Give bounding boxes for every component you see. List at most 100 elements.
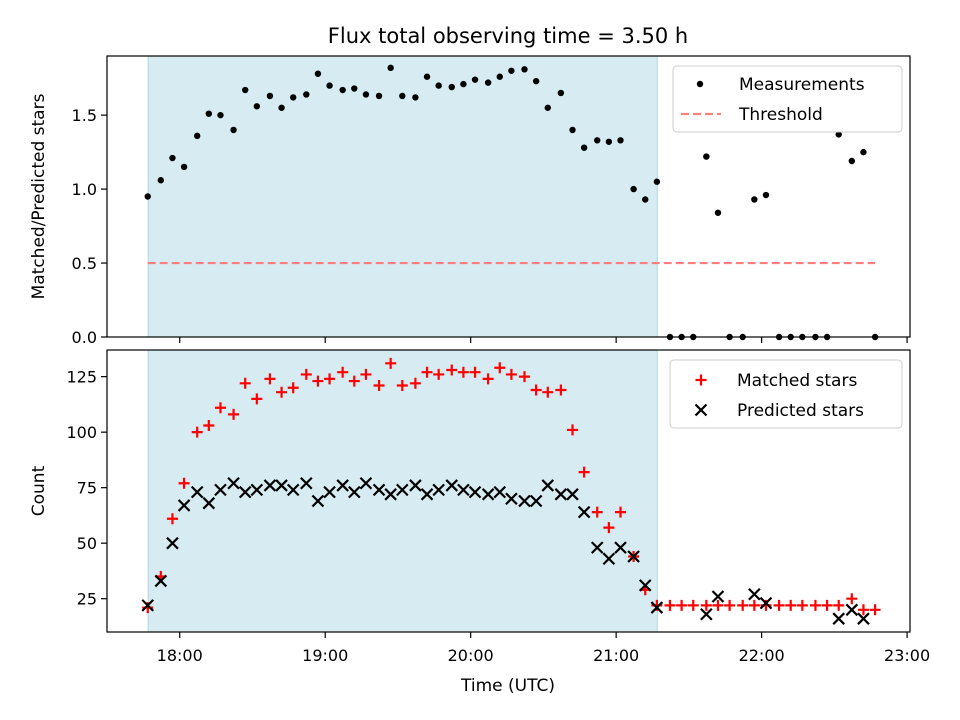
chart-title: Flux total observing time = 3.50 h <box>328 24 688 48</box>
predicted-star-point <box>518 494 531 508</box>
count-x-tick-label: 23:00 <box>884 646 930 665</box>
count-y-tick-label: 125 <box>66 368 97 387</box>
predicted-star-point <box>832 612 845 625</box>
measurement-point <box>471 76 479 83</box>
matched-star-point <box>494 362 506 374</box>
count-y-tick-label: 75 <box>77 479 97 498</box>
matched-star-point <box>748 599 760 611</box>
ratio-y-tick-label: 0.0 <box>72 328 97 347</box>
predicted-star-point <box>384 488 397 501</box>
matched-star-point <box>846 593 858 605</box>
legend-label-threshold: Threshold <box>738 105 823 125</box>
ratio-y-tick-label: 1.5 <box>72 106 97 125</box>
ratio-y-tick-label: 1.0 <box>72 180 97 199</box>
legend-label-predicted: Predicted stars <box>737 401 864 421</box>
measurement-point <box>157 177 165 184</box>
legend-marker-measurements <box>696 80 704 88</box>
matched-star-point <box>203 419 215 431</box>
predicted-star-point <box>359 476 373 490</box>
predicted-star-point <box>748 587 761 601</box>
matched-star-point <box>264 373 276 385</box>
measurement-point <box>412 94 419 101</box>
measurement-point <box>521 66 528 73</box>
matched-star-point <box>276 386 288 398</box>
measurement-point <box>653 178 661 185</box>
matched-star-point <box>700 599 712 611</box>
predicted-star-point <box>457 483 470 497</box>
measurement-point <box>594 137 601 144</box>
matched-star-point <box>251 393 263 405</box>
matched-star-point <box>737 599 749 611</box>
measurement-point <box>484 79 492 86</box>
measurement-point <box>314 70 322 77</box>
predicted-star-point <box>250 483 264 497</box>
predicted-star-point <box>845 603 859 617</box>
measurement-point <box>605 138 613 145</box>
matched-star-point <box>396 380 408 392</box>
ratio-y-axis-label: Matched/Predicted stars <box>29 93 49 299</box>
predicted-star-point <box>141 599 155 612</box>
count-legend: Matched stars Predicted stars <box>669 359 903 429</box>
predicted-star-point <box>529 494 543 508</box>
measurement-point <box>630 185 637 193</box>
matched-star-point <box>348 375 360 387</box>
count-x-tick-label: 19:00 <box>302 646 348 665</box>
measurement-point <box>253 103 261 110</box>
measurement-point <box>266 92 274 100</box>
measurement-point <box>241 86 249 94</box>
legend-label-measurements: Measurements <box>739 75 865 95</box>
matched-star-point <box>373 380 385 392</box>
predicted-star-point <box>700 607 713 621</box>
predicted-star-point <box>445 479 459 492</box>
predicted-star-point <box>202 496 216 510</box>
matched-star-point <box>578 466 590 478</box>
measurement-point <box>375 92 383 100</box>
measurement-point <box>448 83 455 91</box>
matched-star-point <box>228 408 240 420</box>
measurement-point <box>569 126 576 134</box>
matched-star-point <box>214 402 226 414</box>
matched-star-point <box>433 368 445 380</box>
matched-star-point <box>615 506 627 518</box>
predicted-star-point <box>650 601 664 614</box>
measurement-point <box>180 163 188 171</box>
count-legend-box <box>669 359 903 429</box>
predicted-star-point <box>857 612 870 625</box>
matched-star-point <box>482 373 494 385</box>
predicted-star-point <box>432 483 445 497</box>
measurement-point <box>580 144 588 151</box>
measurement-point <box>326 82 333 89</box>
measurement-point <box>351 85 358 92</box>
measurement-point <box>435 82 442 89</box>
measurement-point <box>460 80 467 88</box>
predicted-star-point <box>396 483 409 497</box>
matched-star-point <box>457 366 469 378</box>
matched-star-point <box>773 599 785 611</box>
predicted-star-point <box>300 476 313 490</box>
legend-marker-matched <box>695 374 707 386</box>
legend-marker-predicted <box>694 403 708 417</box>
predicted-star-point <box>286 483 300 497</box>
predicted-star-point <box>711 590 725 603</box>
predicted-star-point <box>759 596 773 610</box>
predicted-star-point <box>190 485 204 499</box>
predicted-star-point <box>554 488 568 501</box>
measurement-point <box>387 64 394 72</box>
count-y-tick-label: 25 <box>77 590 97 609</box>
legend-label-matched: Matched stars <box>737 371 857 391</box>
predicted-star-point <box>638 579 652 592</box>
matched-star-point <box>555 384 567 396</box>
measurement-point <box>193 132 201 140</box>
matched-star-point <box>591 506 603 518</box>
matched-star-point <box>603 522 615 534</box>
matched-star-point <box>421 366 433 378</box>
predicted-star-point <box>263 479 277 492</box>
predicted-star-point <box>177 499 191 512</box>
predicted-star-point <box>227 476 240 490</box>
predicted-star-point <box>590 541 604 554</box>
measurement-point <box>496 73 503 80</box>
predicted-star-point <box>566 488 579 501</box>
matched-star-point <box>796 599 808 611</box>
matched-star-point <box>567 424 579 436</box>
matched-star-point <box>337 366 349 378</box>
